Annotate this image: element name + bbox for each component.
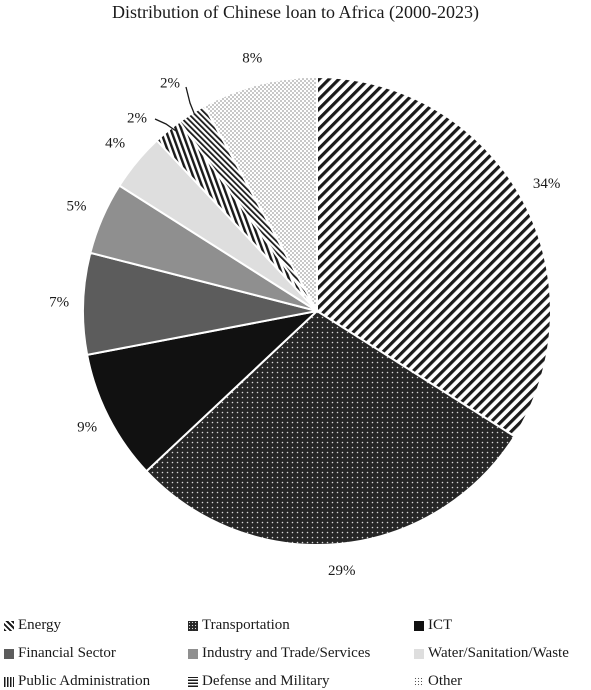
legend-swatch bbox=[188, 648, 198, 659]
legend-label: Other bbox=[428, 673, 463, 689]
legend-label: Transportation bbox=[202, 617, 290, 633]
slice-label: 29% bbox=[328, 563, 356, 579]
slice-label: 2% bbox=[160, 75, 180, 91]
legend-item: Other bbox=[414, 673, 462, 690]
legend-swatch bbox=[414, 648, 424, 659]
legend-label: Industry and Trade/Services bbox=[202, 645, 371, 661]
legend-swatch bbox=[414, 620, 424, 631]
pie-slice-other bbox=[202, 75, 318, 312]
legend-swatch bbox=[4, 620, 14, 631]
legend-label: Financial Sector bbox=[18, 645, 116, 661]
slice-label: 9% bbox=[77, 420, 97, 436]
slice-label: 2% bbox=[127, 110, 147, 126]
legend-swatch bbox=[414, 676, 424, 687]
slice-label: 7% bbox=[49, 294, 69, 310]
leader-line bbox=[185, 86, 195, 114]
legend-item: Public Administration bbox=[4, 673, 150, 690]
slice-label: 8% bbox=[242, 51, 262, 67]
slice-label: 34% bbox=[533, 176, 561, 192]
legend-swatch bbox=[188, 676, 198, 687]
legend-item: Transportation bbox=[188, 617, 290, 634]
legend-swatch bbox=[4, 676, 14, 687]
pie-chart: 34%29%9%7%5%4%2%2%8% bbox=[49, 51, 560, 580]
legend-item: Industry and Trade/Services bbox=[188, 645, 370, 662]
leader-line bbox=[154, 118, 177, 132]
legend-label: ICT bbox=[428, 617, 453, 633]
pie-slices bbox=[82, 75, 552, 546]
slice-label: 4% bbox=[105, 135, 125, 151]
pie-slice-ict bbox=[85, 309, 321, 473]
legend-swatch bbox=[4, 648, 14, 659]
leader-lines bbox=[154, 86, 195, 132]
pie-slice-financial-sector bbox=[82, 251, 318, 357]
legend-label: Defense and Military bbox=[202, 673, 330, 689]
slice-labels: 34%29%9%7%5%4%2%2%8% bbox=[49, 51, 560, 580]
legend-item: Energy bbox=[4, 617, 61, 634]
slice-label: 5% bbox=[67, 198, 87, 214]
legend-label: Energy bbox=[18, 617, 62, 633]
chart-title: Distribution of Chinese loan to Africa (… bbox=[112, 2, 479, 22]
legend-item: Defense and Military bbox=[188, 673, 329, 690]
legend-label: Public Administration bbox=[18, 673, 151, 689]
legend-label: Water/Sanitation/Waste bbox=[428, 645, 569, 661]
pie-slice-transportation bbox=[145, 309, 516, 546]
legend-item: Water/Sanitation/Waste bbox=[414, 645, 569, 662]
legend-item: ICT bbox=[414, 617, 452, 634]
legend-item: Financial Sector bbox=[4, 645, 116, 662]
pie-slice-energy bbox=[316, 75, 552, 438]
legend-swatch bbox=[188, 620, 198, 631]
